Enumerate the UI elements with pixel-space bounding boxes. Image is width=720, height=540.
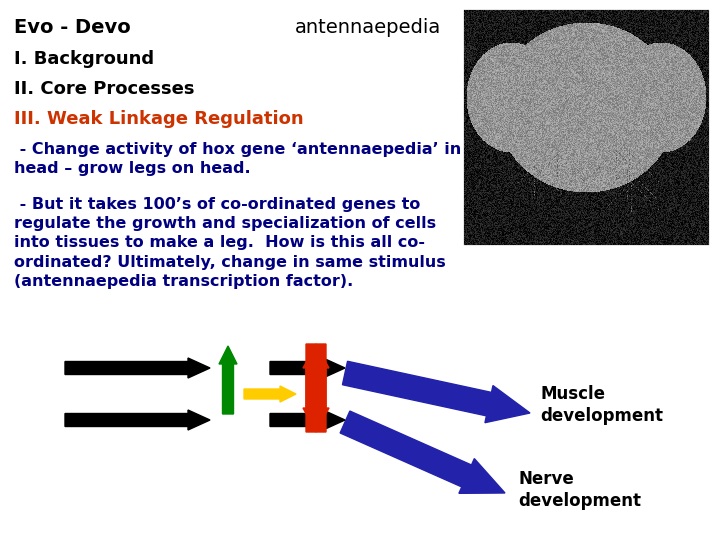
- Text: III. Weak Linkage Regulation: III. Weak Linkage Regulation: [14, 110, 304, 128]
- FancyArrow shape: [343, 361, 530, 423]
- Text: Evo - Devo: Evo - Devo: [14, 18, 131, 37]
- Text: - Change activity of hox gene ‘antennaepedia’ in
head – grow legs on head.: - Change activity of hox gene ‘antennaep…: [14, 142, 462, 176]
- FancyArrow shape: [340, 411, 505, 494]
- Text: antennaepedia: antennaepedia: [295, 18, 441, 37]
- Text: Nerve
development: Nerve development: [518, 470, 641, 510]
- FancyArrow shape: [270, 410, 345, 430]
- FancyArrow shape: [65, 410, 210, 430]
- Text: I. Background: I. Background: [14, 50, 154, 68]
- Bar: [462, 8, 710, 246]
- FancyArrow shape: [244, 386, 296, 402]
- Text: - But it takes 100’s of co-ordinated genes to
regulate the growth and specializa: - But it takes 100’s of co-ordinated gen…: [14, 197, 446, 289]
- FancyArrow shape: [303, 344, 329, 432]
- Text: Muscle
development: Muscle development: [540, 385, 663, 425]
- FancyArrow shape: [65, 358, 210, 378]
- FancyArrow shape: [270, 358, 345, 378]
- Text: II. Core Processes: II. Core Processes: [14, 80, 194, 98]
- FancyArrow shape: [303, 344, 329, 432]
- FancyArrow shape: [219, 346, 237, 414]
